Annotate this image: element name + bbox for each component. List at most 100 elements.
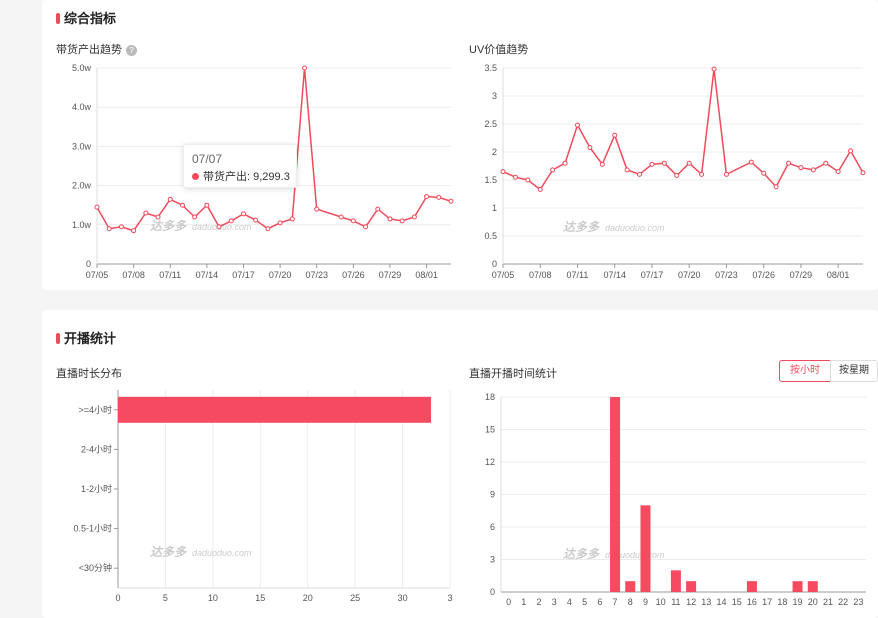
y-tick-label: 3.0w	[72, 141, 92, 151]
x-tick-label: 10	[208, 593, 218, 603]
uv-data-point	[512, 174, 518, 180]
tooltip-row: 带货产出: 9,299.3	[192, 168, 290, 184]
duration-chart-title: 直播时长分布	[56, 368, 122, 380]
sales-data-point	[448, 198, 454, 204]
x-tick-label: 20	[808, 597, 818, 607]
uv-data-point	[823, 160, 829, 166]
y-tick-label: 1-2小时	[81, 483, 112, 494]
uv-data-point	[574, 122, 580, 128]
uv-data-point	[649, 161, 655, 167]
x-tick-label: 10	[656, 597, 666, 607]
overview-card	[42, 0, 878, 290]
uv-data-point	[562, 160, 568, 166]
start-time-bar	[686, 581, 697, 592]
sales-data-point	[216, 224, 222, 230]
x-tick-label: 25	[350, 593, 360, 603]
x-tick-label: 07/05	[492, 270, 515, 280]
x-tick-label: 0	[115, 593, 120, 603]
x-tick-label: 7	[613, 597, 618, 607]
watermark-url: daduoduo.com	[192, 222, 252, 232]
x-tick-label: 07/14	[196, 270, 219, 280]
help-icon[interactable]: ?	[126, 45, 137, 56]
x-tick-label: 07/23	[715, 270, 738, 280]
broadcast-card	[42, 310, 878, 618]
watermark-logo: 达多多	[150, 219, 187, 233]
x-tick-label: 07/20	[269, 270, 292, 280]
x-tick-label: 23	[853, 597, 863, 607]
uv-data-point	[748, 159, 754, 165]
start-time-bar	[625, 581, 636, 592]
watermark-url: daduoduo.com	[605, 223, 665, 233]
uv-data-point	[500, 169, 506, 175]
x-tick-label: 19	[793, 597, 803, 607]
x-tick-label: 9	[643, 597, 648, 607]
uv-data-point	[761, 170, 767, 176]
section-marker	[56, 13, 60, 24]
sales-data-point	[118, 224, 124, 230]
uv-data-point	[798, 165, 804, 171]
tooltip-value: 9,299.3	[253, 171, 290, 183]
y-tick-label: 6	[490, 522, 495, 532]
x-tick-label: 07/20	[678, 270, 701, 280]
x-tick-label: 15	[255, 593, 265, 603]
y-tick-label: 2	[492, 147, 497, 157]
uv-data-point	[860, 170, 866, 176]
y-tick-label: 1.5	[484, 175, 497, 185]
x-tick-label: 8	[628, 597, 633, 607]
x-tick-label: 18	[777, 597, 787, 607]
sales-data-point	[155, 214, 161, 220]
sales-data-point	[424, 194, 430, 200]
uv-data-point	[550, 167, 556, 173]
tooltip-date: 07/07	[192, 152, 223, 166]
x-tick-label: 21	[823, 597, 833, 607]
start-time-bar	[807, 581, 818, 592]
uv-data-point	[699, 171, 705, 177]
sales-data-point	[363, 224, 369, 230]
y-tick-label: 12	[485, 457, 495, 467]
x-tick-label: 3	[552, 597, 557, 607]
sales-chart-title: 带货产出趋势?	[56, 41, 137, 57]
x-tick-label: 3	[447, 593, 452, 603]
watermark-logo: 达多多	[563, 220, 600, 234]
tooltip-label: 带货产出:	[203, 171, 251, 183]
x-tick-label: 5	[163, 593, 168, 603]
sales-data-point	[204, 202, 210, 208]
sales-data-point	[240, 211, 246, 217]
duration-bar	[118, 396, 432, 423]
x-tick-label: 13	[701, 597, 711, 607]
sales-data-point	[289, 216, 295, 222]
x-tick-label: 08/01	[415, 270, 438, 280]
y-tick-label: 4.0w	[72, 102, 92, 112]
y-tick-label: 0.5	[484, 231, 497, 241]
x-tick-label: 17	[762, 597, 772, 607]
chart-tooltip: 07/07 带货产出: 9,299.3	[183, 144, 297, 188]
x-tick-label: 07/11	[159, 270, 181, 280]
uv-data-point	[786, 160, 792, 166]
x-tick-label: 07/29	[790, 270, 813, 280]
x-tick-label: 0	[506, 597, 511, 607]
uv-data-point	[686, 160, 692, 166]
x-tick-label: 22	[838, 597, 848, 607]
y-tick-label: 3	[490, 555, 495, 565]
broadcast-section-title: 开播统计	[56, 328, 116, 347]
uv-data-point	[637, 171, 643, 177]
sales-data-point	[302, 65, 308, 71]
start-time-bar	[792, 581, 803, 592]
sales-data-point	[253, 217, 259, 223]
sales-data-point	[375, 206, 381, 212]
x-tick-label: 07/08	[529, 270, 552, 280]
x-tick-label: 07/11	[567, 270, 589, 280]
sales-title-text: 带货产出趋势	[56, 44, 122, 56]
uv-data-point	[674, 173, 680, 179]
x-tick-label: 11	[671, 597, 680, 607]
y-tick-label: 1.0w	[72, 220, 92, 230]
sales-data-point	[143, 210, 149, 216]
sales-data-point	[338, 214, 344, 220]
y-tick-label: 0	[490, 587, 495, 597]
uv-data-point	[723, 171, 729, 177]
uv-data-point	[537, 187, 543, 193]
sales-data-point	[411, 214, 417, 220]
x-tick-label: 15	[732, 597, 742, 607]
y-tick-label: 3.5	[484, 63, 497, 73]
y-tick-label: 15	[485, 425, 495, 435]
